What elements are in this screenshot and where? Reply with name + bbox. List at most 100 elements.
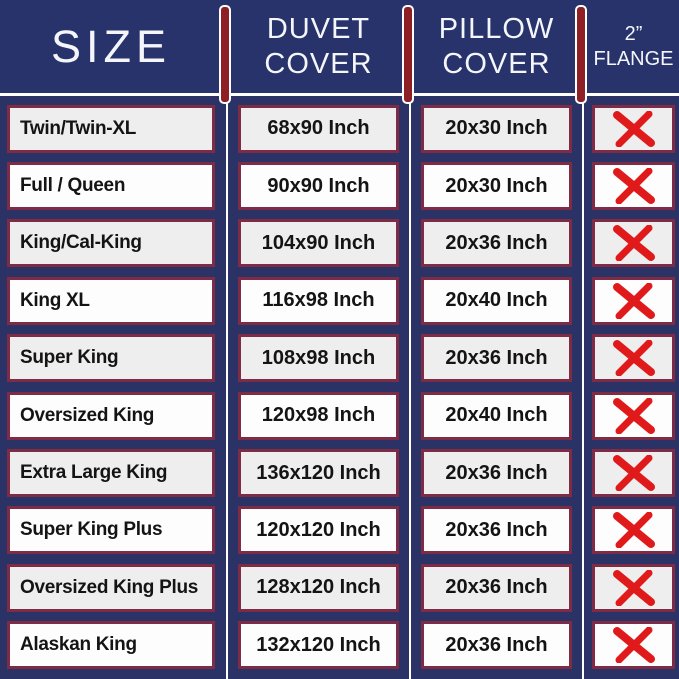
pillow-cover-cell: 20x36 Inch [421,621,572,670]
red-x-icon [612,569,655,606]
header-size-label: SIZE [50,20,172,72]
table-row: Super King Plus 120x120 Inch 20x36 Inch [0,502,679,559]
flange-cell [592,334,675,383]
pillow-cover-value: 20x30 Inch [445,117,548,140]
size-label: Super King Plus [20,519,163,541]
pillow-cover-value: 20x36 Inch [445,518,548,541]
size-cell: Super King [7,334,215,383]
pillow-cover-value: 20x36 Inch [445,346,548,369]
size-cell: Oversized King Plus [7,563,215,612]
header-flange: 2” FLANGE [588,0,679,93]
pillow-cover-value: 20x40 Inch [445,289,548,312]
header-divider-line [0,93,679,96]
size-label: King/Cal-King [20,232,142,254]
duvet-cover-cell: 128x120 Inch [238,563,399,612]
header-duvet-label: DUVET COVER [264,13,373,80]
duvet-cover-cell: 108x98 Inch [238,334,399,383]
duvet-cover-cell: 116x98 Inch [238,276,399,325]
duvet-cover-cell: 68x90 Inch [238,104,399,153]
pillow-cover-cell: 20x36 Inch [421,506,572,555]
table-header: SIZE DUVET COVER PILLOW COVER 2” FLANGE [0,0,679,93]
table-row: Super King 108x98 Inch 20x36 Inch [0,330,679,387]
pillow-cover-value: 20x36 Inch [445,576,548,599]
flange-cell [592,162,675,211]
size-cell: Oversized King [7,391,215,440]
size-label: Oversized King [20,404,155,426]
red-x-icon [612,512,655,549]
red-x-icon [612,110,655,147]
duvet-cover-cell: 132x120 Inch [238,621,399,670]
table-row: Full / Queen 90x90 Inch 20x30 Inch [0,157,679,214]
red-x-icon [612,627,655,664]
duvet-cover-cell: 120x98 Inch [238,391,399,440]
column-divider-line [409,96,411,679]
duvet-cover-cell: 90x90 Inch [238,162,399,211]
header-column-divider-bar [402,5,414,104]
pillow-cover-value: 20x36 Inch [445,633,548,656]
red-x-icon [612,397,655,434]
pillow-cover-cell: 20x36 Inch [421,334,572,383]
pillow-cover-cell: 20x30 Inch [421,104,572,153]
size-cell: King/Cal-King [7,219,215,268]
table-row: Extra Large King 136x120 Inch 20x36 Inch [0,444,679,501]
table-row: Oversized King 120x98 Inch 20x40 Inch [0,387,679,444]
size-label: Super King [20,347,119,369]
header-pillow-cover: PILLOW COVER [415,0,578,93]
size-cell: Full / Queen [7,162,215,211]
size-label: Oversized King Plus [20,576,199,598]
red-x-icon [612,282,655,319]
duvet-cover-value: 108x98 Inch [261,346,376,369]
flange-cell [592,449,675,498]
flange-cell [592,276,675,325]
pillow-cover-cell: 20x40 Inch [421,276,572,325]
pillow-cover-value: 20x36 Inch [445,461,548,484]
pillow-cover-cell: 20x36 Inch [421,219,572,268]
duvet-cover-value: 120x98 Inch [261,404,376,427]
duvet-cover-value: 128x120 Inch [256,576,381,599]
flange-cell [592,506,675,555]
pillow-cover-value: 20x36 Inch [445,231,548,254]
red-x-icon [612,168,655,205]
size-cell: Alaskan King [7,621,215,670]
column-divider-line [582,96,584,679]
size-label: King XL [20,289,90,311]
size-cell: Extra Large King [7,449,215,498]
table-row: King XL 116x98 Inch 20x40 Inch [0,272,679,329]
size-label: Full / Queen [20,175,126,197]
duvet-cover-value: 116x98 Inch [262,289,375,312]
table-row: Twin/Twin-XL 68x90 Inch 20x30 Inch [0,100,679,157]
pillow-cover-cell: 20x40 Inch [421,391,572,440]
pillow-cover-cell: 20x30 Inch [421,162,572,211]
flange-cell [592,621,675,670]
size-label: Twin/Twin-XL [20,117,137,139]
header-duvet-cover: DUVET COVER [232,0,405,93]
pillow-cover-cell: 20x36 Inch [421,563,572,612]
table-row: Oversized King Plus 128x120 Inch 20x36 I… [0,559,679,616]
duvet-cover-value: 120x120 Inch [256,518,381,541]
red-x-icon [612,225,655,262]
header-flange-line1: 2” [624,22,643,45]
table-row: Alaskan King 132x120 Inch 20x36 Inch [0,617,679,674]
size-cell: Super King Plus [7,506,215,555]
header-flange-line2: FLANGE [593,47,674,70]
column-divider-line [226,96,228,679]
header-column-divider-bar [575,5,587,104]
flange-cell [592,104,675,153]
red-x-icon [612,340,655,377]
size-cell: King XL [7,276,215,325]
pillow-cover-cell: 20x36 Inch [421,449,572,498]
duvet-cover-value: 132x120 Inch [256,633,381,656]
size-label: Extra Large King [20,462,168,484]
pillow-cover-value: 20x30 Inch [445,174,548,197]
header-size: SIZE [0,0,222,93]
duvet-cover-cell: 104x90 Inch [238,219,399,268]
size-label: Alaskan King [20,634,137,656]
size-cell: Twin/Twin-XL [7,104,215,153]
table-body: Twin/Twin-XL 68x90 Inch 20x30 Inch [0,96,679,679]
flange-cell [592,219,675,268]
flange-cell [592,563,675,612]
red-x-icon [612,455,655,492]
duvet-cover-cell: 136x120 Inch [238,449,399,498]
duvet-cover-cell: 120x120 Inch [238,506,399,555]
flange-cell [592,391,675,440]
